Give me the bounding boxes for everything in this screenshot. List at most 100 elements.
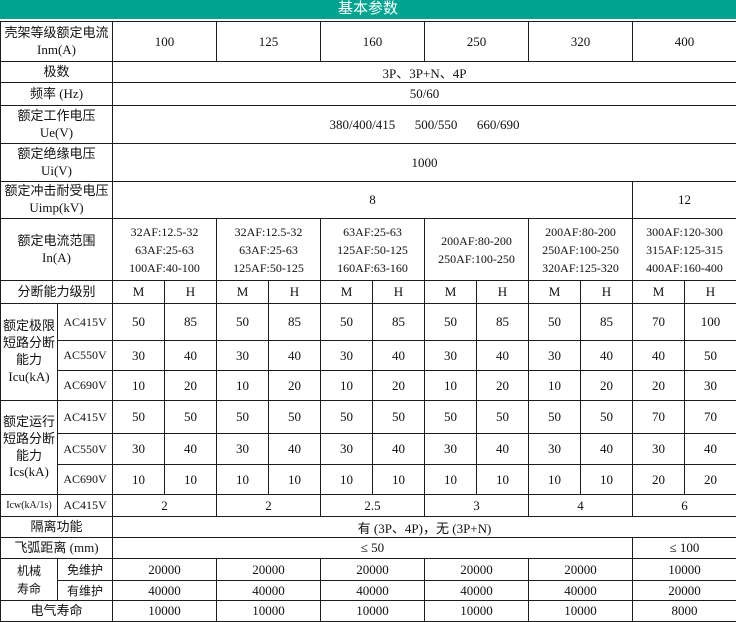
value-cell: 8 (112, 181, 633, 219)
value-cell: M (424, 280, 477, 304)
value-cell: 70 (632, 303, 685, 341)
table-row: AC690V 10 10 10 10 10 10 10 10 10 10 20 20 (1, 464, 736, 495)
value-cell: 40 (580, 433, 633, 465)
value-cell: 10 (528, 464, 581, 495)
value-cell: 40 (372, 340, 425, 371)
value-cell: 50 (424, 303, 477, 341)
value-cell: 63AF:25-63 125AF:50-125 160AF:63-160 (320, 218, 425, 281)
value-cell: 40000 (424, 580, 529, 601)
value-cell: 50 (112, 400, 165, 434)
value-cell: H (580, 280, 633, 304)
value-cell: 400 (632, 21, 736, 62)
row-label: 极数 (0, 61, 113, 83)
value-cell: 20000 (112, 558, 217, 581)
value-cell: 30 (684, 370, 736, 401)
value-cell: 20 (632, 370, 685, 401)
value-cell: 3P、3P+N、4P (112, 61, 736, 83)
value-cell: 100 (684, 303, 736, 341)
value-cell: 40 (164, 340, 217, 371)
value-cell: 10 (528, 370, 581, 401)
value-cell: 50 (476, 400, 529, 434)
table-row: 额定运行短路分断能力 Ics(kA) AC415V 50 50 50 50 50 50 50 50… (0, 400, 736, 495)
value-cell: 30 (216, 433, 269, 465)
value-cell: 20 (268, 370, 321, 401)
table-row: 飞弧距离 (mm) ≤ 50 ≤ 100 (0, 537, 736, 559)
value-cell: 12 (632, 181, 736, 219)
table-row: Icw(kA/1s) AC415V 2 2 2.5 3 4 6 (0, 494, 736, 517)
value-cell: 50/60 (112, 82, 736, 106)
value-cell: 40 (580, 340, 633, 371)
value-cell: H (268, 280, 321, 304)
value-cell: 50 (528, 303, 581, 341)
value-cell: 40000 (112, 580, 217, 601)
value-cell: H (476, 280, 529, 304)
sub-row-label: 有维护 (57, 580, 113, 601)
value-cell: 10000 (112, 600, 217, 622)
value-cell: M (528, 280, 581, 304)
params-table-body: 壳架等级额定电流 Inm(A) 100 125 160 250 320 400 极数 3P、3P… (0, 21, 736, 622)
value-cell: 10 (112, 464, 165, 495)
params-table: 壳架等级额定电流 Inm(A) 100 125 160 250 320 400 极数 3P、3P… (0, 21, 736, 622)
value-cell: M (216, 280, 269, 304)
value-cell: 30 (632, 433, 685, 465)
value-cell: 40000 (320, 580, 425, 601)
value-cell: 70 (632, 400, 685, 434)
value-cell: 20000 (216, 558, 321, 581)
value-cell: 85 (164, 303, 217, 341)
value-cell: 160 (320, 21, 425, 62)
row-label: 额定极限短路分断能力 Icu(kA) (0, 303, 58, 401)
sub-row-label: AC690V (57, 370, 113, 401)
value-cell: 50 (372, 400, 425, 434)
value-cell: ≤ 50 (112, 537, 633, 559)
value-cell: 20 (632, 464, 685, 495)
value-cell: 40 (476, 340, 529, 371)
value-cell: 85 (580, 303, 633, 341)
value-cell: 20 (164, 370, 217, 401)
value-cell: 250 (424, 21, 529, 62)
value-cell: 10 (320, 370, 373, 401)
value-cell: 380/400/415 500/550 660/690 (112, 105, 736, 144)
value-cell: M (320, 280, 373, 304)
value-cell: 40 (268, 433, 321, 465)
value-cell: 8000 (632, 600, 736, 622)
row-label: 壳架等级额定电流 Inm(A) (0, 21, 113, 62)
value-cell: 10 (476, 464, 529, 495)
value-cell: 30 (424, 340, 477, 371)
row-label: 额定冲击耐受电压 Uimp(kV) (0, 181, 113, 219)
value-cell: 3 (424, 494, 529, 517)
value-cell: 30 (112, 433, 165, 465)
value-cell: 10 (216, 464, 269, 495)
value-cell: 20 (476, 370, 529, 401)
value-cell: 50 (320, 303, 373, 341)
value-cell: 100 (112, 21, 217, 62)
value-cell: 20000 (320, 558, 425, 581)
row-label: Icw(kA/1s) (0, 494, 58, 517)
table-row: 分断能力级别 M H M H M H M H M H M H (0, 280, 736, 304)
value-cell: 10000 (216, 600, 321, 622)
value-cell: 10000 (424, 600, 529, 622)
sub-row-label: AC415V (57, 400, 113, 434)
table-row: 额定冲击耐受电压 Uimp(kV) 8 12 (0, 181, 736, 219)
value-cell: 40 (684, 433, 736, 465)
value-cell: 10 (372, 464, 425, 495)
sub-row-label: AC690V (57, 464, 113, 495)
row-label: 额定运行短路分断能力 Ics(kA) (0, 400, 58, 495)
value-cell: 10000 (632, 558, 736, 581)
row-label: 额定电流范围 In(A) (0, 218, 113, 281)
sub-row-label: 免维护 (57, 558, 113, 581)
value-cell: 50 (164, 400, 217, 434)
table-row: 额定电流范围 In(A) 32AF:12.5-32 63AF:25-63 100A… (0, 218, 736, 281)
value-cell: 85 (268, 303, 321, 341)
value-cell: 200AF:80-200 250AF:100-250 320AF:125-320 (528, 218, 633, 281)
value-cell: 20000 (632, 580, 736, 601)
value-cell: 30 (528, 340, 581, 371)
row-label: 分断能力级别 (0, 280, 113, 304)
value-cell: 30 (320, 433, 373, 465)
value-cell: 40000 (528, 580, 633, 601)
value-cell: 50 (320, 400, 373, 434)
table-row: 机械 寿命 免维护 20000 20000 20000 20000 20000 10000 (0, 558, 736, 601)
value-cell: 20000 (424, 558, 529, 581)
value-cell: 10 (164, 464, 217, 495)
value-cell: 40 (476, 433, 529, 465)
value-cell: 32AF:12.5-32 63AF:25-63 125AF:50-125 (216, 218, 321, 281)
